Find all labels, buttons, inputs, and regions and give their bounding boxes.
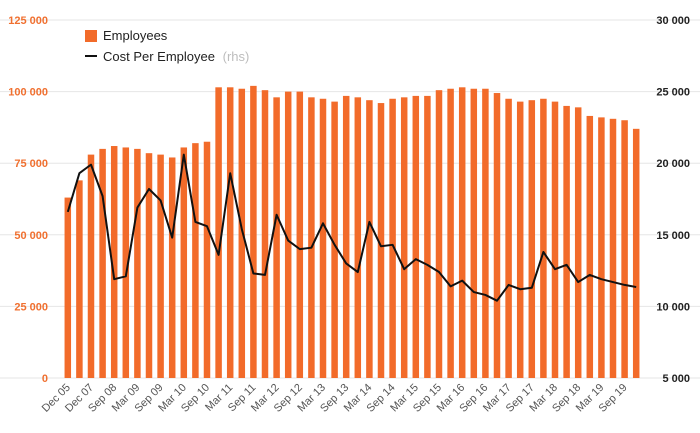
employees-bar <box>87 154 95 378</box>
left-axis-tick-label: 125 000 <box>8 15 48 27</box>
employees-bar <box>122 147 130 378</box>
employees-bar <box>389 98 396 378</box>
employees-bar <box>157 154 164 378</box>
employees-bar <box>424 95 431 379</box>
employees-bar <box>366 100 373 378</box>
employees-bars <box>64 85 640 379</box>
employees-bar <box>215 87 222 379</box>
employees-bar <box>284 91 292 378</box>
employees-bar <box>435 90 443 379</box>
legend-employees-swatch <box>85 30 97 42</box>
employees-bar <box>470 88 478 379</box>
left-axis-tick-label: 25 000 <box>14 301 48 313</box>
right-axis-tick-label: 5 000 <box>662 373 690 385</box>
employees-bar <box>412 95 420 379</box>
employees-bar <box>493 93 501 378</box>
right-axis-tick-label: 25 000 <box>656 87 690 99</box>
left-axis-tick-label: 50 000 <box>14 230 48 242</box>
employees-bar <box>516 101 524 379</box>
right-axis-ticks: 5 000 10 000 15 000 20 000 25 000 30 000 <box>656 15 690 385</box>
employees-bar <box>586 115 594 378</box>
left-axis-tick-label: 75 000 <box>14 158 48 170</box>
right-axis-tick-label: 10 000 <box>656 301 690 313</box>
cost-per-employee-line <box>66 153 637 302</box>
employees-bar <box>447 88 454 379</box>
employees-bar <box>551 101 559 379</box>
employees-bar <box>609 118 617 378</box>
right-axis-tick-label: 30 000 <box>656 15 690 27</box>
employees-bar <box>296 91 304 378</box>
employees-bar <box>180 147 188 378</box>
employees-bar <box>331 101 338 379</box>
employees-bar <box>250 85 257 379</box>
employees-bar <box>563 105 570 379</box>
employees-bar <box>621 120 628 379</box>
employees-bar <box>134 148 141 378</box>
legend: Employees Cost Per Employee (rhs) <box>85 28 249 64</box>
left-axis-tick-label: 0 <box>42 373 48 385</box>
employees-bar <box>342 95 350 379</box>
right-axis-tick-label: 15 000 <box>656 230 690 242</box>
employees-bar <box>400 97 408 378</box>
employees-bar <box>238 88 246 379</box>
employees-bar <box>99 148 106 378</box>
employees-bar <box>458 87 466 379</box>
employees-bar <box>598 117 605 378</box>
employees-bar <box>308 97 315 378</box>
legend-cost-per-employee-name: Cost Per Employee <box>103 49 215 64</box>
employees-bar <box>273 97 280 378</box>
left-axis-ticks: 0 25 000 50 000 75 000 100 000 125 000 <box>8 15 48 385</box>
employees-bar <box>482 88 489 379</box>
employees-bar <box>203 141 211 378</box>
employees-bar <box>76 180 83 378</box>
employees-bar <box>505 98 512 378</box>
legend-cost-per-employee-label: Cost Per Employee (rhs) <box>103 49 249 64</box>
employees-bar <box>632 128 640 378</box>
legend-rhs-note: (rhs) <box>223 49 250 64</box>
employees-bar <box>168 157 176 378</box>
employees-bar <box>574 107 582 378</box>
employees-bar <box>261 90 269 379</box>
employees-bar <box>540 98 547 378</box>
employees-bar <box>354 97 362 378</box>
employees-bar <box>192 143 199 378</box>
cost-per-employee-line-group <box>66 153 637 302</box>
legend-employees-label: Employees <box>103 28 168 43</box>
employees-bar <box>110 146 118 378</box>
employees-bar <box>528 100 536 378</box>
left-axis-tick-label: 100 000 <box>8 87 48 99</box>
employees-bar <box>377 103 385 378</box>
employees-bar <box>145 153 153 378</box>
employees-bar <box>226 87 234 379</box>
employees-bar <box>64 197 72 378</box>
right-axis-tick-label: 20 000 <box>656 158 690 170</box>
employees-bar <box>319 98 327 378</box>
